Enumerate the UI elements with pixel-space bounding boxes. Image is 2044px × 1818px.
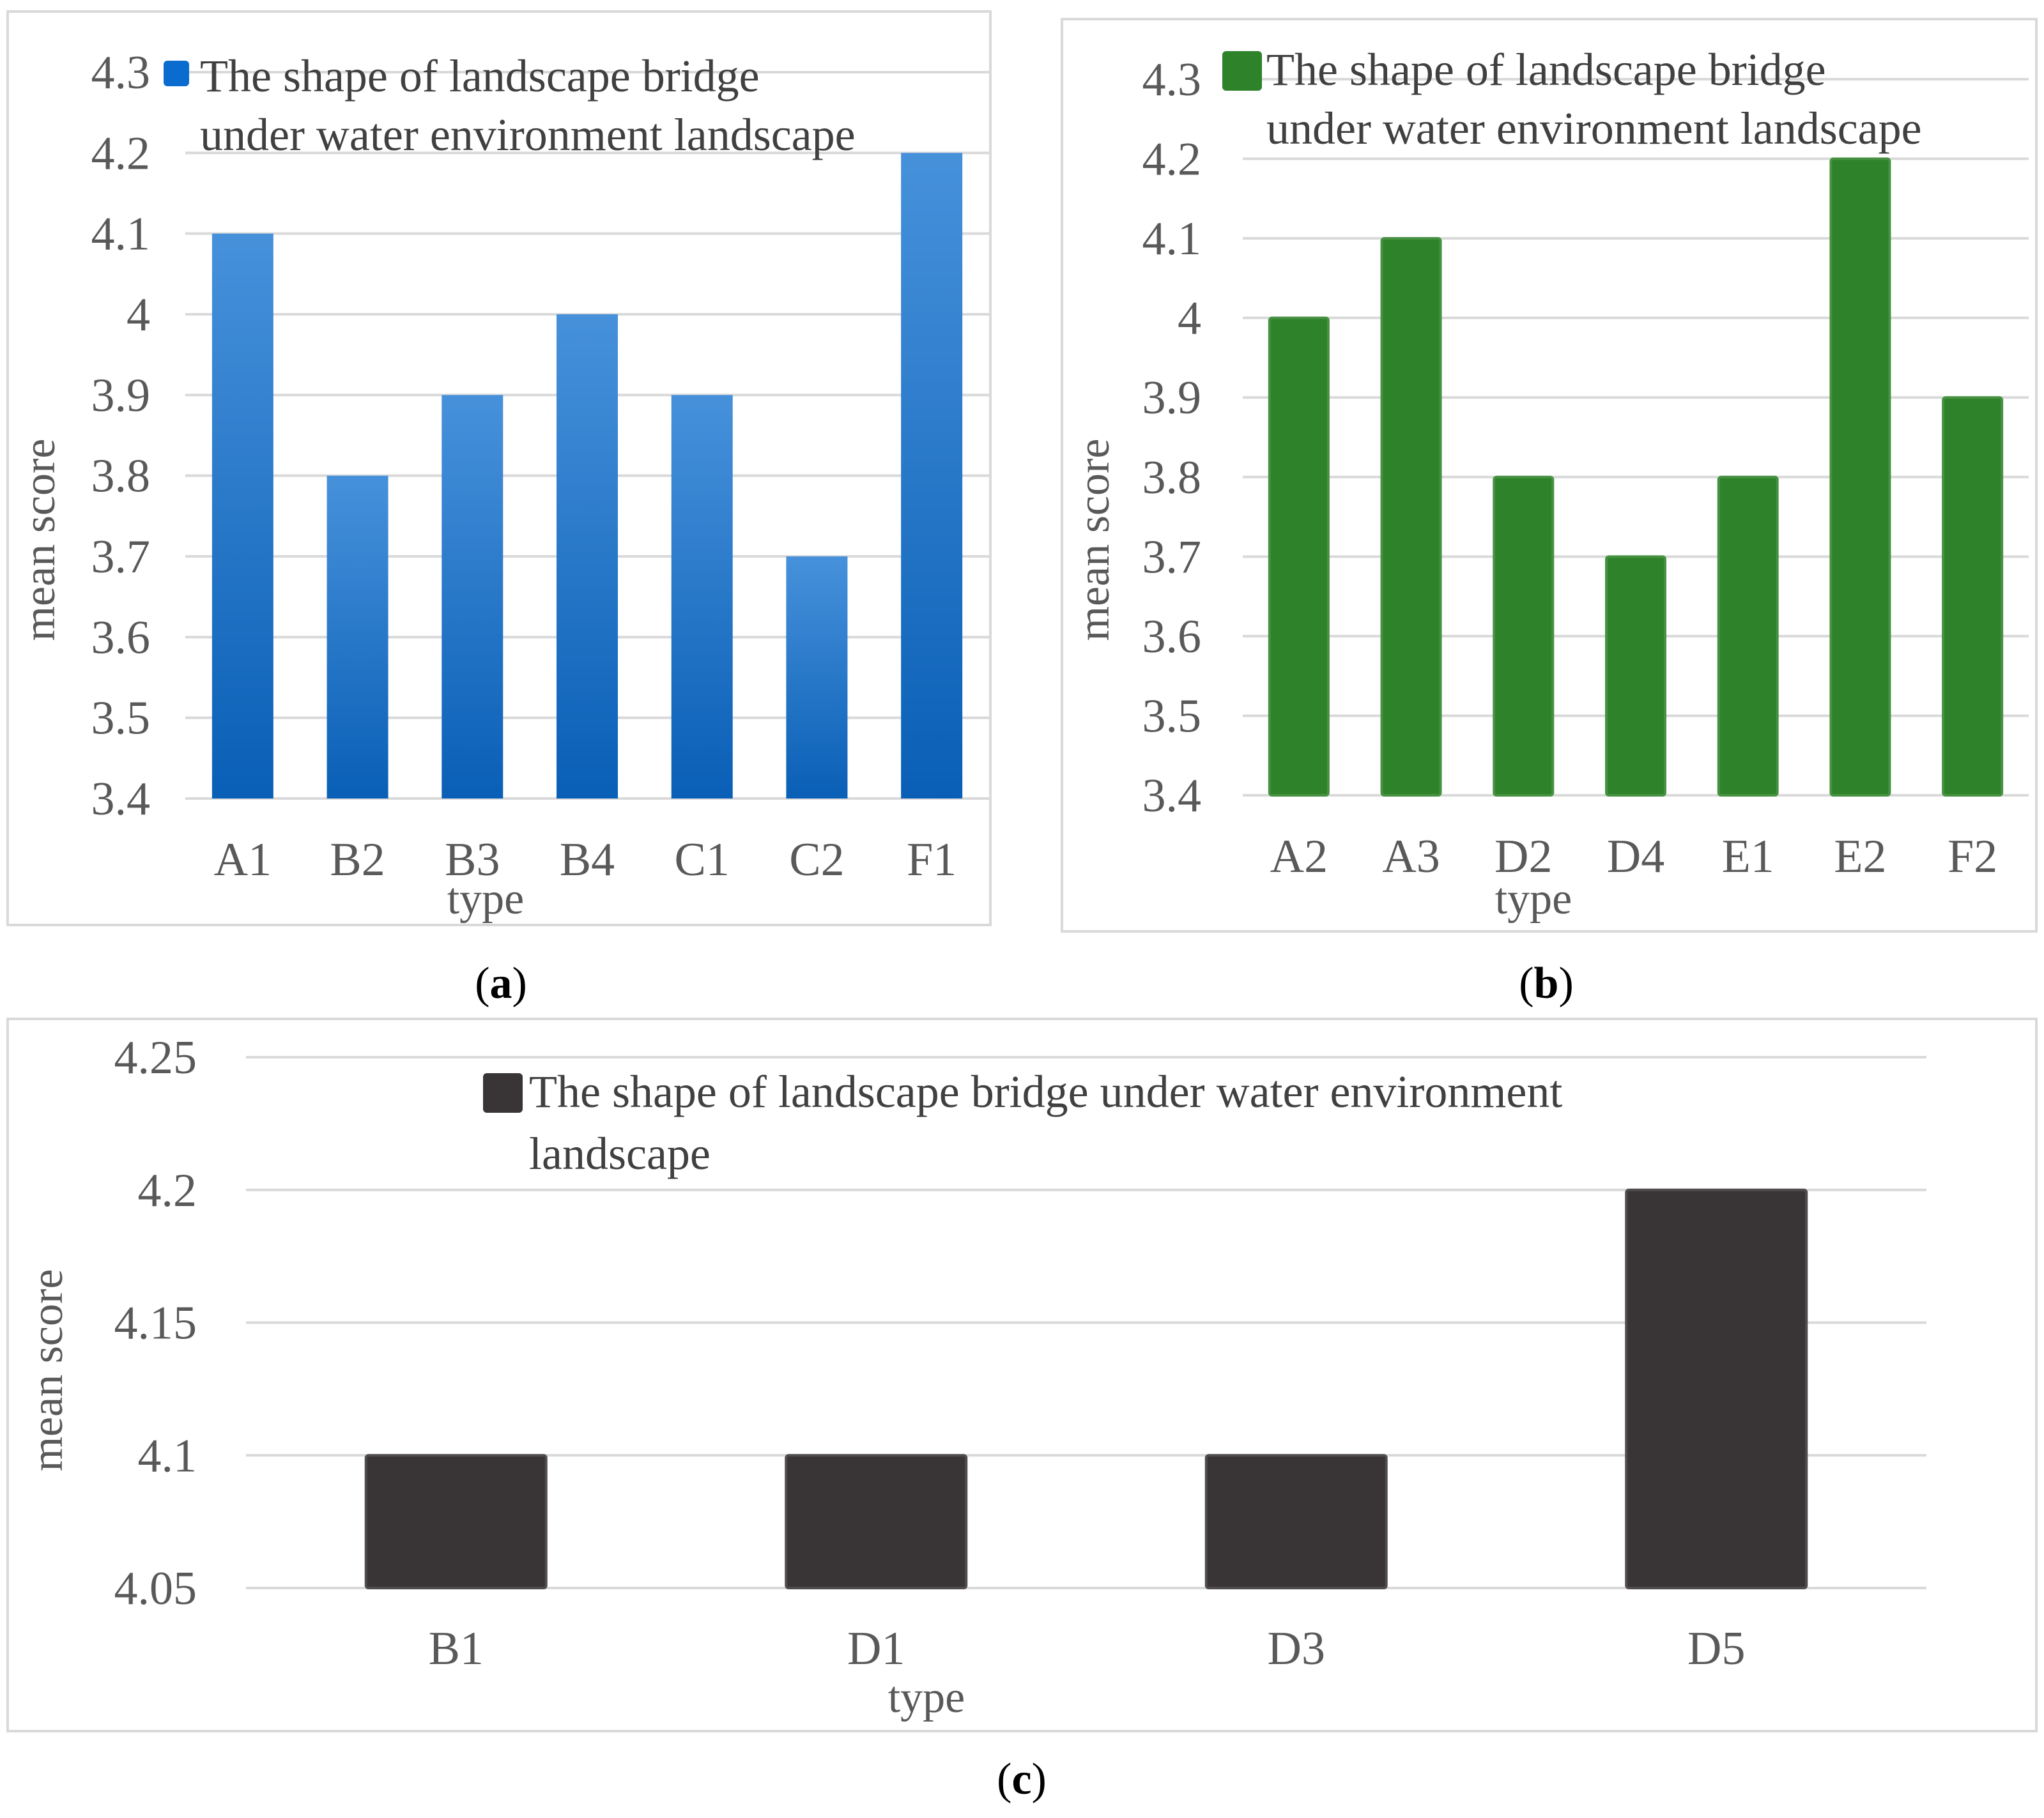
- y-axis-title: mean score: [1070, 439, 1119, 641]
- panel-label-c: (c): [997, 1755, 1047, 1804]
- x-tick-label: D1: [847, 1623, 905, 1675]
- y-tick-label: 4.3: [1142, 54, 1202, 106]
- y-tick-label: 3.9: [1142, 372, 1202, 424]
- bar-E2: [1829, 157, 1891, 797]
- y-tick-label: 4.2: [1142, 134, 1202, 186]
- y-tick-label: 3.6: [1142, 611, 1202, 663]
- bar-E1: [1717, 475, 1779, 797]
- bar-D1: [785, 1454, 968, 1589]
- y-tick-label: 3.5: [91, 692, 151, 745]
- y-tick-label: 3.4: [91, 773, 151, 825]
- bar-F2: [1942, 396, 2004, 797]
- x-tick-label: B1: [429, 1623, 484, 1675]
- bar-A1: [211, 233, 273, 799]
- y-tick-label: 4.1: [138, 1430, 197, 1482]
- x-tick-label: C1: [675, 834, 730, 886]
- y-tick-label: 3.8: [1142, 452, 1202, 504]
- y-tick-label: 3.7: [1142, 531, 1202, 583]
- x-tick-label: F1: [907, 834, 957, 886]
- y-tick-label: 4: [127, 289, 150, 341]
- bar-B2: [327, 475, 388, 798]
- x-tick-label: C2: [789, 834, 844, 886]
- bar-F1: [901, 153, 963, 799]
- bar-D4: [1605, 555, 1666, 797]
- y-tick-label: 3.6: [91, 611, 151, 664]
- y-tick-label: 4.1: [1142, 213, 1202, 265]
- y-tick-label: 4.1: [91, 208, 151, 261]
- legend: The shape of landscape bridge under water…: [1222, 44, 1922, 154]
- bar-B4: [557, 314, 618, 798]
- chart-panel-c: 4.05 4.1 4.15 4.2 4.25 B1 D1 D3 D5 type mean score…: [6, 1018, 2038, 1732]
- y-tick-label: 3.7: [91, 531, 151, 583]
- x-tick-label: F2: [1948, 830, 1997, 883]
- panel-label-b: (b): [1519, 959, 1574, 1008]
- bar-D2: [1493, 475, 1555, 797]
- x-tick-label: B3: [445, 834, 500, 886]
- y-tick-label: 4.05: [114, 1562, 197, 1615]
- y-tick-label: 4.15: [114, 1297, 197, 1350]
- bar-C1: [671, 395, 733, 798]
- legend-label: The shape of landscape bridge under wate…: [529, 1066, 1562, 1117]
- legend-swatch: [483, 1073, 523, 1113]
- y-tick-label: 4: [1178, 293, 1201, 345]
- legend: The shape of landscape bridge under water…: [164, 50, 856, 160]
- y-tick-label: 3.8: [91, 450, 151, 503]
- y-tick-label: 4.25: [114, 1032, 197, 1084]
- x-tick-label: E2: [1834, 830, 1886, 883]
- bar-C2: [786, 556, 848, 798]
- x-tick-label: D2: [1495, 830, 1552, 883]
- x-axis-title: type: [888, 1673, 965, 1722]
- bar-D5: [1625, 1188, 1808, 1589]
- legend-label: landscape: [529, 1128, 711, 1179]
- legend-label: under water environment landscape: [1266, 103, 1922, 154]
- legend: The shape of landscape bridge under wate…: [483, 1066, 1562, 1179]
- y-tick-label: 4.2: [138, 1165, 197, 1217]
- y-axis-title: mean score: [23, 1269, 72, 1472]
- x-tick-label: A2: [1270, 830, 1328, 883]
- x-tick-label: E1: [1722, 830, 1774, 883]
- bar-A2: [1268, 316, 1330, 797]
- x-tick-label: D3: [1268, 1623, 1325, 1675]
- x-tick-label: D4: [1607, 830, 1664, 883]
- bar-B3: [442, 395, 503, 798]
- x-tick-label: A1: [214, 834, 272, 886]
- y-tick-label: 3.4: [1142, 770, 1202, 822]
- chart-panel-a: 3.4 3.5 3.6 3.7 3.8 3.9 4 4.1 4.2 4.3 A1 B2 B3 B4 C1 C2…: [6, 10, 992, 926]
- panel-label-a: (a): [475, 959, 527, 1008]
- x-tick-label: B2: [330, 834, 385, 886]
- y-tick-label: 4.2: [91, 127, 151, 180]
- legend-label: The shape of landscape bridge: [1266, 44, 1826, 95]
- bar-D3: [1204, 1454, 1388, 1589]
- y-tick-label: 3.9: [91, 369, 151, 422]
- y-tick-label: 3.5: [1142, 690, 1202, 742]
- x-tick-label: B4: [560, 834, 615, 886]
- y-axis-title: mean score: [15, 439, 65, 641]
- x-tick-label: A3: [1382, 830, 1440, 883]
- x-tick-label: D5: [1687, 1623, 1745, 1675]
- charts-group: 3.4 3.5 3.6 3.7 3.8 3.9 4 4.1 4.2 4.3 A1 B2 B3 B4 C1 C2…: [6, 10, 2038, 1732]
- x-axis-title: type: [1495, 875, 1572, 924]
- bar-A3: [1380, 237, 1442, 797]
- legend-label: The shape of landscape bridge: [200, 50, 760, 102]
- legend-label: under water environment landscape: [200, 109, 856, 160]
- legend-swatch: [164, 61, 189, 86]
- x-axis-title: type: [447, 875, 525, 924]
- chart-panel-b: 3.4 3.5 3.6 3.7 3.8 3.9 4 4.1 4.2 4.3 A2 A3 D2 D4 E1 E2…: [1061, 18, 2038, 933]
- bar-B1: [364, 1454, 548, 1589]
- legend-swatch: [1222, 51, 1262, 91]
- y-tick-label: 4.3: [91, 47, 151, 99]
